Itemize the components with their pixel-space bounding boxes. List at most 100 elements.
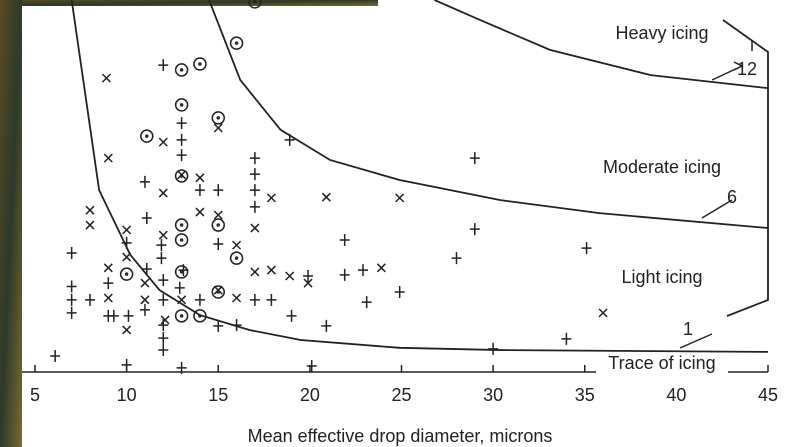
point [250, 267, 260, 277]
point [598, 308, 608, 318]
point [339, 233, 350, 246]
point [581, 242, 592, 255]
point [249, 184, 260, 197]
point [231, 319, 242, 332]
point [158, 59, 169, 72]
x-tick-label: 45 [758, 385, 778, 405]
point [469, 152, 480, 165]
point [213, 285, 223, 295]
point [174, 218, 189, 232]
point [213, 238, 224, 251]
point [176, 133, 187, 146]
point [232, 293, 242, 303]
point [249, 293, 260, 306]
point [249, 168, 260, 181]
point [339, 268, 350, 281]
x-tick-label: 40 [666, 385, 686, 405]
point [194, 293, 205, 306]
point [285, 271, 295, 281]
point [394, 286, 405, 299]
point [266, 193, 276, 203]
point [232, 240, 242, 250]
point [85, 205, 95, 215]
point [140, 278, 150, 288]
point [158, 344, 169, 357]
point [286, 309, 297, 322]
bracket [722, 19, 769, 317]
region-label: Trace of icing [608, 353, 715, 373]
boundary-curve [208, 0, 769, 229]
x-tick-label: 35 [575, 385, 595, 405]
point [176, 117, 187, 130]
point [266, 265, 276, 275]
point [303, 270, 314, 283]
point [174, 169, 189, 183]
point [174, 265, 189, 279]
point [140, 129, 154, 143]
point [123, 309, 134, 322]
point [213, 210, 223, 220]
point [361, 296, 372, 309]
x-tick-label: 15 [208, 385, 228, 405]
point [284, 133, 295, 146]
point [306, 360, 317, 373]
point [303, 278, 313, 288]
point [122, 225, 132, 235]
boundary-curve [70, 0, 769, 353]
point [193, 309, 207, 323]
point [121, 236, 132, 249]
point [229, 36, 244, 50]
point [139, 303, 150, 316]
point [174, 63, 189, 77]
point [321, 192, 331, 202]
point [193, 57, 207, 71]
point [103, 263, 113, 273]
point [266, 293, 277, 306]
point [158, 274, 169, 287]
point [249, 200, 260, 213]
point [213, 319, 224, 332]
point [211, 111, 226, 125]
x-tick-label: 20 [300, 385, 320, 405]
x-tick-label: 5 [30, 385, 40, 405]
point [103, 293, 113, 303]
point [50, 350, 61, 363]
point [158, 188, 168, 198]
point [174, 98, 189, 112]
point [141, 262, 152, 275]
point [141, 211, 152, 224]
point [103, 277, 114, 290]
point [158, 137, 168, 147]
point [121, 358, 132, 371]
point [101, 73, 111, 83]
point [140, 295, 150, 305]
point [160, 315, 170, 325]
pointer-arrows [679, 40, 753, 349]
point [85, 220, 95, 230]
photo-strip [0, 0, 22, 447]
curve-label: 12 [737, 59, 757, 79]
point [103, 153, 113, 163]
point [561, 332, 572, 345]
boundary-curve [434, 0, 769, 90]
point [213, 123, 223, 133]
point [156, 252, 167, 265]
point [174, 281, 185, 294]
point [158, 332, 169, 345]
point [195, 207, 205, 217]
point [66, 293, 77, 306]
x-tick-label: 10 [117, 385, 137, 405]
point [156, 239, 167, 252]
point [174, 233, 189, 247]
region-label: Moderate icing [603, 157, 721, 177]
point [66, 280, 77, 293]
point [469, 223, 480, 236]
point [158, 293, 169, 306]
point [358, 264, 369, 277]
photo-strip [0, 0, 378, 6]
x-tick-label: 30 [483, 385, 503, 405]
point [139, 175, 150, 188]
curve-label: 6 [727, 187, 737, 207]
